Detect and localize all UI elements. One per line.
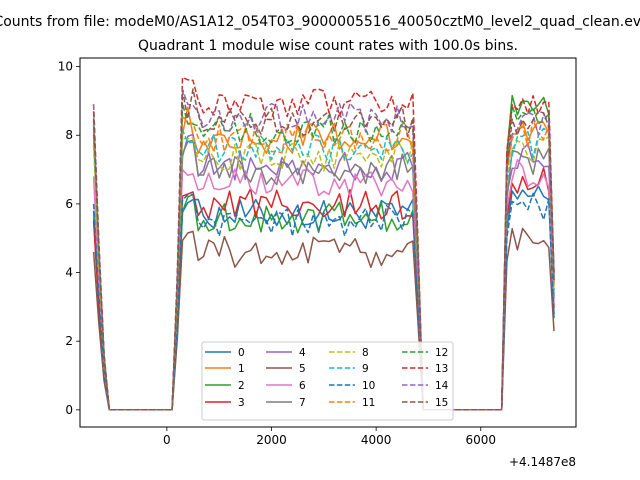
y-tick-label: 0: [65, 403, 73, 417]
legend-label-15: 15: [435, 397, 448, 409]
legend-label-5: 5: [299, 363, 306, 375]
legend-label-8: 8: [362, 347, 369, 359]
legend-label-9: 9: [362, 363, 369, 375]
plot-frame: [79, 57, 577, 428]
chart-suptitle: Counts from file: modeM0/AS1A12_054T03_9…: [0, 14, 640, 30]
legend-label-13: 13: [435, 363, 448, 375]
legend-label-3: 3: [238, 397, 245, 409]
series-line-15: [92, 88, 555, 411]
y-tick-label: 8: [65, 128, 73, 142]
y-tick-label: 4: [65, 266, 73, 280]
x-tick-label: 0: [163, 433, 171, 447]
legend-frame: [201, 341, 454, 421]
legend-label-10: 10: [362, 380, 375, 392]
legend-label-11: 11: [362, 397, 375, 409]
legend-label-0: 0: [238, 347, 245, 359]
series-layer: [92, 76, 555, 411]
x-tick-label: 2000: [256, 433, 287, 447]
chart-title: Quadrant 1 module wise count rates with …: [138, 38, 518, 54]
legend-label-2: 2: [238, 380, 245, 392]
y-tick-label: 10: [58, 60, 73, 74]
legend-label-14: 14: [435, 380, 449, 392]
series-line-10: [92, 192, 555, 411]
legend-label-6: 6: [299, 380, 306, 392]
y-tick-label: 6: [65, 197, 73, 211]
x-tick-label: 6000: [466, 433, 497, 447]
legend-label-1: 1: [238, 363, 245, 375]
legend-label-7: 7: [299, 397, 306, 409]
legend-label-12: 12: [435, 347, 448, 359]
x-tick-label: 4000: [361, 433, 392, 447]
legend-label-4: 4: [299, 347, 306, 359]
y-tick-label: 2: [65, 334, 73, 348]
x-offset-label: +4.1487e8: [509, 455, 576, 469]
